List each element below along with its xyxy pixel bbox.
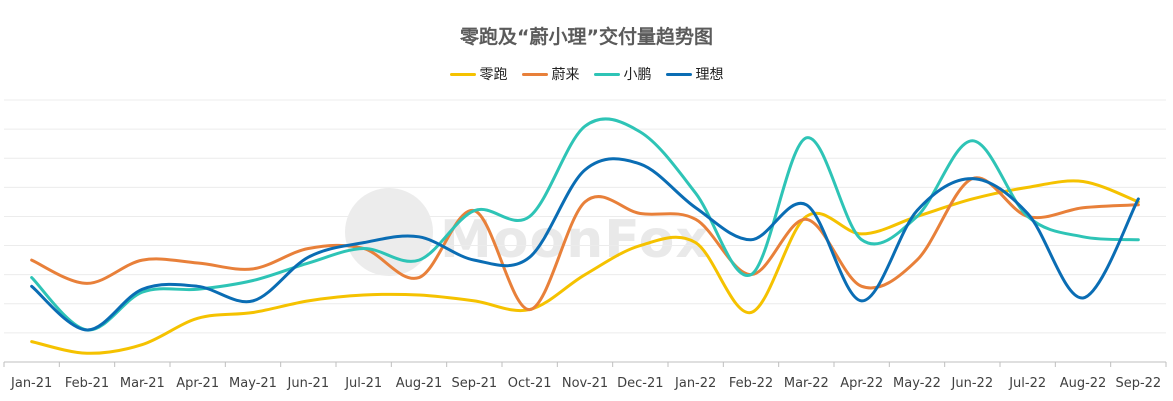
x-tick-label: Apr-21 [176,376,219,391]
x-tick-label: Sep-22 [1115,376,1161,391]
legend-label: 理想 [695,67,724,83]
series-line-1 [30,176,1140,312]
x-tick-label: Jul-22 [1008,376,1046,391]
x-tick-label: Jan-21 [10,376,52,391]
x-tick-label: Jan-22 [674,376,716,391]
series-line-3 [30,157,1140,332]
x-tick-label: Apr-22 [840,376,883,391]
x-tick-label: Jul-21 [344,376,382,391]
x-tick-label: Sep-21 [451,376,497,391]
x-tick-label: Dec-21 [617,376,663,391]
legend: 零跑 蔚来 小鹏 理想 [0,64,1173,84]
legend-item-nio[interactable]: 蔚来 [521,64,580,84]
legend-label: 蔚来 [551,67,580,83]
legend-swatch [521,72,548,76]
legend-item-li-auto[interactable]: 理想 [665,64,724,84]
x-tick-label: May-22 [893,376,941,391]
legend-swatch [449,72,476,76]
legend-item-lingpao[interactable]: 零跑 [449,64,508,84]
x-tick-label: Mar-22 [784,376,829,391]
legend-label: 零跑 [479,67,508,83]
x-tick-label: Aug-22 [1060,376,1107,391]
x-tick-label: Feb-22 [729,376,773,391]
series-line-2 [30,117,1140,332]
legend-item-xpeng[interactable]: 小鹏 [593,64,652,84]
chart-title: 零跑及“蔚小理”交付量趋势图 [460,26,713,48]
x-tick-label: Oct-21 [508,376,552,391]
x-tick-label: Feb-21 [65,376,109,391]
x-tick-label: May-21 [229,376,277,391]
legend-swatch [593,72,620,76]
legend-swatch [665,72,692,76]
x-tick-label: Jun-21 [287,376,330,391]
series-line-0 [30,179,1140,355]
x-tick-label: Jun-22 [951,376,994,391]
x-tick-label: Mar-21 [120,376,165,391]
x-tick-label: Aug-21 [396,376,443,391]
legend-label: 小鹏 [623,67,652,83]
x-tick-label: Nov-21 [562,376,608,391]
